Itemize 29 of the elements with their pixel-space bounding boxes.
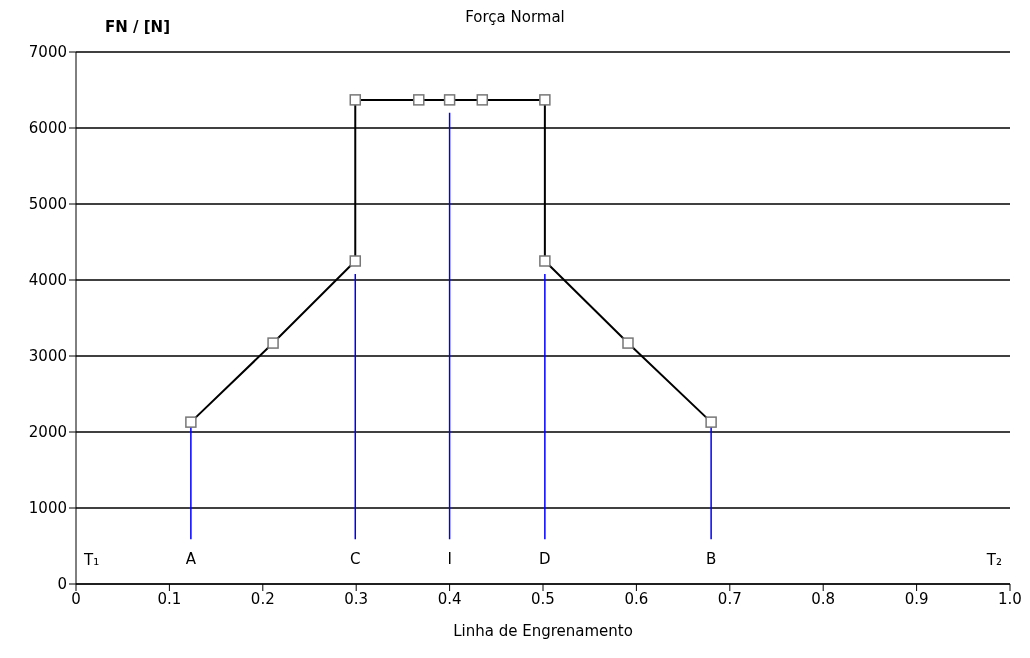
annotation: T₁ bbox=[83, 551, 100, 569]
x-tick-label: 0.5 bbox=[531, 589, 555, 608]
annotation: D bbox=[539, 550, 551, 569]
y-tick-label: 2000 bbox=[28, 423, 67, 442]
x-tick-label: 0.7 bbox=[717, 589, 742, 608]
chart-title: Força Normal bbox=[465, 8, 565, 26]
y-tick-label: 7000 bbox=[28, 43, 67, 62]
y-tick-label: 0 bbox=[57, 575, 67, 594]
y-tick-label: 6000 bbox=[28, 119, 67, 138]
x-tick-label: 0.9 bbox=[904, 589, 929, 608]
x-tick-label: 0.4 bbox=[437, 589, 462, 608]
x-tick-label: 0.6 bbox=[624, 589, 649, 608]
y-tick-label: 3000 bbox=[28, 347, 67, 366]
annotation: T₂ bbox=[985, 551, 1002, 569]
annotation: A bbox=[185, 550, 197, 569]
annotation: I bbox=[447, 550, 452, 569]
x-tick-label: 0.1 bbox=[157, 589, 182, 608]
y-tick-label: 1000 bbox=[28, 499, 67, 518]
y-tick-label: 5000 bbox=[28, 195, 67, 214]
annotation: C bbox=[350, 550, 361, 569]
x-tick-label: 0.2 bbox=[250, 589, 275, 608]
x-tick-label: 0 bbox=[71, 589, 81, 608]
y-tick-label: 4000 bbox=[28, 271, 67, 290]
x-tick-label: 0.3 bbox=[344, 589, 369, 608]
x-tick-label: 0.8 bbox=[811, 589, 836, 608]
y-axis-title: FN / [N] bbox=[105, 18, 170, 36]
annotation: B bbox=[705, 550, 717, 569]
x-axis-title: Linha de Engrenamento bbox=[452, 622, 634, 640]
x-tick-label: 1.0 bbox=[998, 589, 1022, 608]
